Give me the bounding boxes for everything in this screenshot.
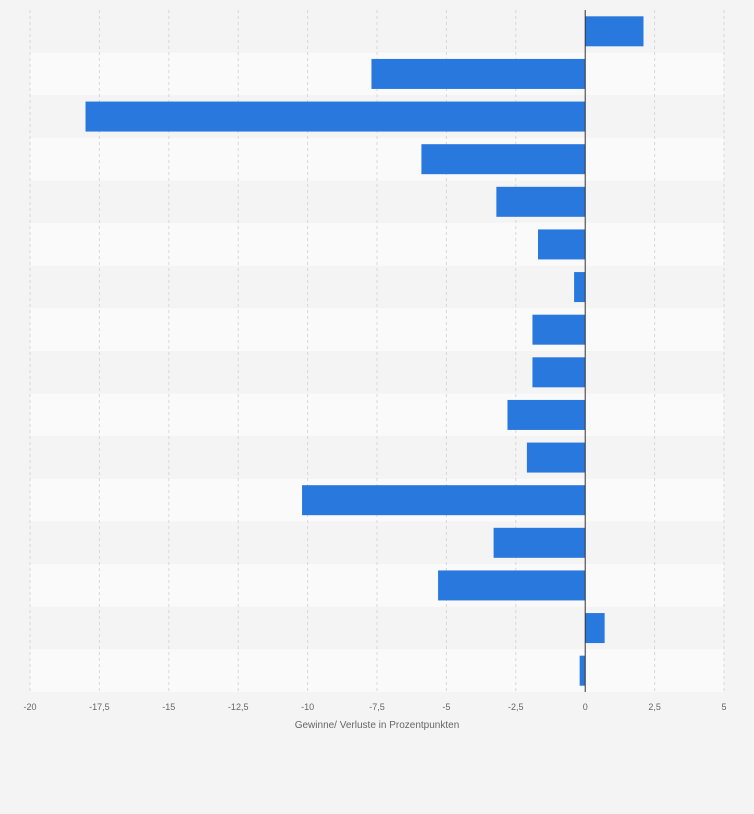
x-tick-label: -17,5 — [89, 702, 110, 712]
bar — [574, 272, 586, 303]
bar — [493, 527, 586, 558]
bar — [526, 442, 586, 473]
x-tick-label: -10 — [301, 702, 314, 712]
x-tick-label: 2,5 — [648, 702, 661, 712]
x-tick-label: -12,5 — [228, 702, 249, 712]
bar — [496, 186, 586, 217]
bar — [579, 655, 586, 686]
bar — [532, 314, 586, 345]
bar — [302, 485, 586, 516]
x-tick-label: -20 — [23, 702, 36, 712]
x-tick-label: 5 — [721, 702, 726, 712]
bars — [85, 16, 644, 686]
bar — [421, 144, 586, 175]
bar — [585, 613, 605, 644]
x-tick-label: 0 — [583, 702, 588, 712]
bar — [538, 229, 586, 260]
x-axis-label: Gewinne/ Verluste in Prozentpunkten — [295, 720, 460, 731]
bar — [532, 357, 586, 388]
x-tick-label: -2,5 — [508, 702, 524, 712]
x-tick-labels: -20 -17,5 -15 -12,5 -10 -7,5 -5 -2,5 0 2,5 5 — [23, 702, 726, 712]
bar — [585, 16, 644, 47]
bar — [85, 101, 586, 132]
bar — [507, 399, 586, 430]
x-tick-label: -5 — [442, 702, 450, 712]
bar — [371, 58, 586, 89]
x-tick-label: -7,5 — [369, 702, 385, 712]
bar — [438, 570, 586, 601]
x-tick-label: -15 — [162, 702, 175, 712]
